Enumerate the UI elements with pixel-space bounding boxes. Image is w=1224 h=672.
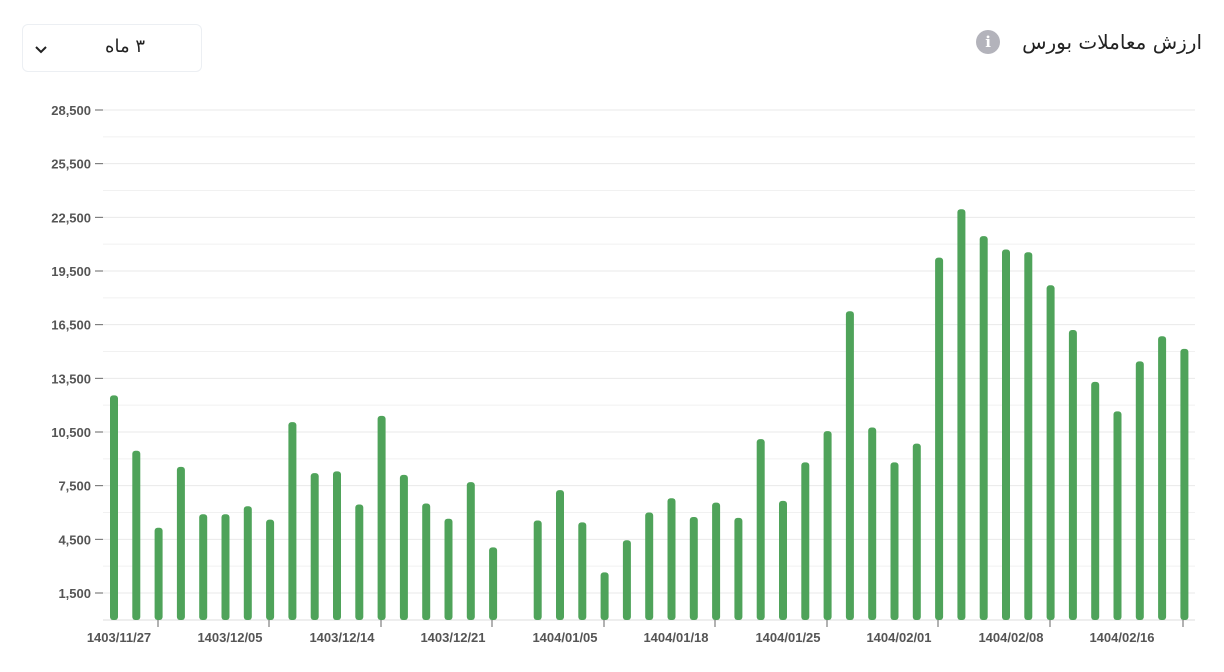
bar (377, 415, 386, 620)
bar (1113, 411, 1122, 620)
bar (957, 209, 966, 621)
bar (1068, 330, 1077, 620)
x-tick-label: 1403/11/27 (87, 630, 151, 645)
x-tick-label: 1404/02/16 (1089, 630, 1154, 645)
bar (1158, 336, 1167, 620)
bar (444, 518, 453, 620)
bar (533, 520, 542, 620)
bar (556, 490, 564, 620)
bar (622, 540, 631, 620)
x-tick-label: 1404/01/18 (643, 630, 708, 645)
chevron-down-icon (31, 39, 51, 63)
bar (1135, 361, 1144, 620)
bar (578, 522, 587, 620)
x-tick-label: 1403/12/14 (309, 630, 375, 645)
bar (466, 482, 475, 620)
bar (600, 572, 609, 620)
y-tick-label: 28,500 (51, 103, 91, 118)
bar (333, 471, 341, 620)
bar (912, 443, 921, 620)
info-icon[interactable]: i (976, 30, 1001, 54)
bar (756, 439, 765, 620)
x-tick-label: 1404/01/25 (755, 630, 820, 645)
bar (868, 427, 877, 620)
bar (645, 512, 654, 620)
bar (1180, 348, 1189, 620)
bar (154, 527, 163, 620)
x-tick-label: 1403/12/05 (197, 630, 262, 645)
x-tick-label: 1404/02/01 (866, 630, 931, 645)
y-tick-label: 25,500 (51, 157, 91, 172)
bar (221, 514, 230, 620)
bar (266, 519, 275, 620)
y-tick-label: 19,500 (51, 264, 91, 279)
y-tick-label: 16,500 (51, 318, 91, 333)
y-tick-label: 13,500 (51, 371, 91, 386)
bar (422, 503, 431, 620)
bar (310, 473, 319, 620)
bar (132, 450, 141, 620)
bar (1002, 249, 1010, 621)
bar (935, 257, 944, 620)
bar (823, 431, 832, 620)
bar (243, 506, 252, 620)
bar (399, 474, 408, 620)
bar (667, 498, 676, 620)
bar (712, 502, 721, 620)
bar (489, 547, 498, 620)
bar (176, 466, 185, 620)
bar (845, 311, 854, 620)
bar (979, 236, 988, 620)
bar (890, 462, 899, 620)
x-tick-label: 1403/12/21 (420, 630, 485, 645)
bar (355, 504, 364, 620)
y-tick-label: 1,500 (58, 586, 91, 601)
bar (110, 395, 118, 620)
y-tick-label: 22,500 (51, 210, 91, 225)
bar (1024, 252, 1033, 620)
chart-header: ارزش معاملات بورس i (976, 30, 1202, 54)
bar (199, 514, 208, 620)
y-tick-label: 10,500 (51, 425, 91, 440)
bar (689, 516, 698, 620)
bar (1046, 285, 1055, 620)
bar (734, 517, 743, 620)
y-tick-label: 4,500 (58, 532, 91, 547)
chart-title: ارزش معاملات بورس (1022, 30, 1202, 54)
x-tick-label: 1404/01/05 (532, 630, 597, 645)
bar (779, 500, 787, 620)
period-dropdown-value: ۳ ماه (105, 36, 145, 57)
y-tick-label: 7,500 (58, 479, 91, 494)
bar (1091, 381, 1100, 620)
bar (801, 462, 810, 620)
x-tick-label: 1404/02/08 (978, 630, 1043, 645)
period-dropdown[interactable]: ۳ ماه (22, 24, 202, 72)
bar (288, 422, 297, 620)
